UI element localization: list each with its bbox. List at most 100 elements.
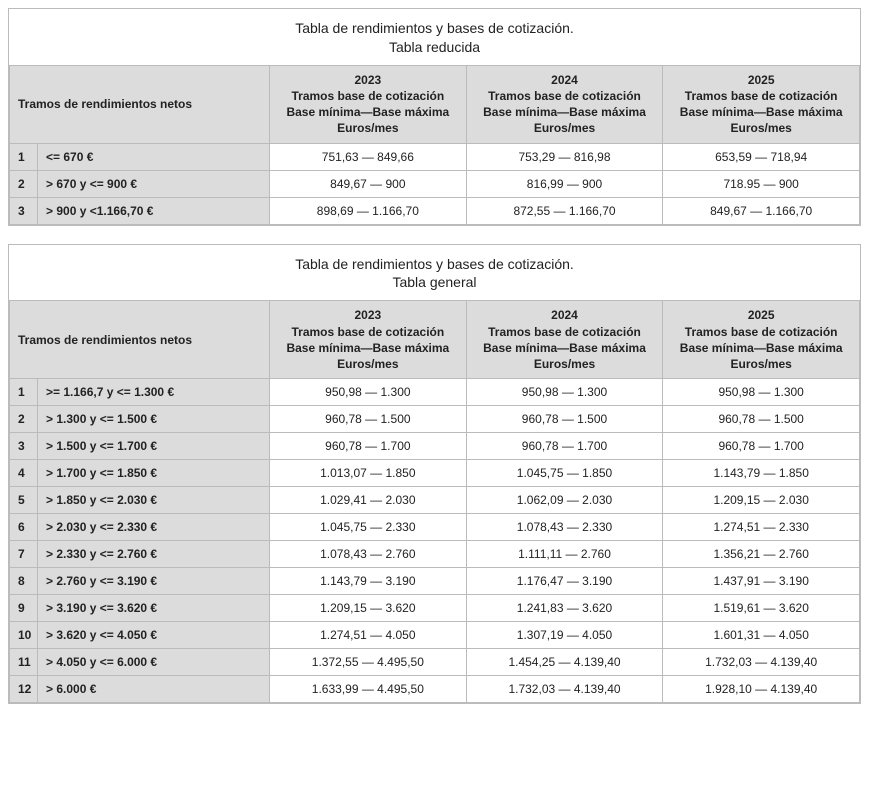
cell-2023: 1.633,99 — 4.495,50 bbox=[270, 676, 467, 703]
row-label: > 4.050 y <= 6.000 € bbox=[38, 649, 270, 676]
cell-2024: 1.176,47 — 3.190 bbox=[466, 568, 663, 595]
table-row: 8 > 2.760 y <= 3.190 € 1.143,79 — 3.190 … bbox=[10, 568, 860, 595]
caption-line2: Tabla general bbox=[392, 274, 476, 290]
row-index: 10 bbox=[10, 622, 38, 649]
col-tramos: Tramos de rendimientos netos bbox=[10, 65, 270, 143]
table-row: 3 > 1.500 y <= 1.700 € 960,78 — 1.700 96… bbox=[10, 433, 860, 460]
cell-2023: 1.209,15 — 3.620 bbox=[270, 595, 467, 622]
reduced-table-caption: Tabla de rendimientos y bases de cotizac… bbox=[9, 9, 860, 65]
cell-2023: 960,78 — 1.700 bbox=[270, 433, 467, 460]
cell-2025: 1.209,15 — 2.030 bbox=[663, 487, 860, 514]
row-label: > 1.700 y <= 1.850 € bbox=[38, 460, 270, 487]
reduced-header-row: Tramos de rendimientos netos 2023 Tramos… bbox=[10, 65, 860, 143]
row-label: > 6.000 € bbox=[38, 676, 270, 703]
cell-2024: 872,55 — 1.166,70 bbox=[466, 197, 663, 224]
general-header-row: Tramos de rendimientos netos 2023 Tramos… bbox=[10, 301, 860, 379]
cell-2024: 816,99 — 900 bbox=[466, 170, 663, 197]
row-index: 9 bbox=[10, 595, 38, 622]
table-row: 6 > 2.030 y <= 2.330 € 1.045,75 — 2.330 … bbox=[10, 514, 860, 541]
cell-2024: 950,98 — 1.300 bbox=[466, 379, 663, 406]
row-index: 3 bbox=[10, 197, 38, 224]
row-index: 3 bbox=[10, 433, 38, 460]
row-index: 12 bbox=[10, 676, 38, 703]
cell-2025: 653,59 — 718,94 bbox=[663, 143, 860, 170]
caption-line1: Tabla de rendimientos y bases de cotizac… bbox=[295, 256, 574, 272]
cell-2023: 960,78 — 1.500 bbox=[270, 406, 467, 433]
table-row: 1 <= 670 € 751,63 — 849,66 753,29 — 816,… bbox=[10, 143, 860, 170]
cell-2024: 960,78 — 1.500 bbox=[466, 406, 663, 433]
table-row: 2 > 670 y <= 900 € 849,67 — 900 816,99 —… bbox=[10, 170, 860, 197]
table-row: 7 > 2.330 y <= 2.760 € 1.078,43 — 2.760 … bbox=[10, 541, 860, 568]
cell-2023: 1.029,41 — 2.030 bbox=[270, 487, 467, 514]
cell-2025: 1.356,21 — 2.760 bbox=[663, 541, 860, 568]
cell-2024: 960,78 — 1.700 bbox=[466, 433, 663, 460]
row-label: > 1.500 y <= 1.700 € bbox=[38, 433, 270, 460]
col-2024: 2024 Tramos base de cotización Base míni… bbox=[466, 65, 663, 143]
cell-2024: 1.732,03 — 4.139,40 bbox=[466, 676, 663, 703]
cell-2025: 1.437,91 — 3.190 bbox=[663, 568, 860, 595]
row-index: 8 bbox=[10, 568, 38, 595]
general-table-caption: Tabla de rendimientos y bases de cotizac… bbox=[9, 245, 860, 301]
cell-2024: 1.111,11 — 2.760 bbox=[466, 541, 663, 568]
row-label: >= 1.166,7 y <= 1.300 € bbox=[38, 379, 270, 406]
general-table: Tramos de rendimientos netos 2023 Tramos… bbox=[9, 300, 860, 703]
row-index: 2 bbox=[10, 170, 38, 197]
cell-2025: 1.519,61 — 3.620 bbox=[663, 595, 860, 622]
row-index: 2 bbox=[10, 406, 38, 433]
cell-2025: 960,78 — 1.700 bbox=[663, 433, 860, 460]
table-row: 4 > 1.700 y <= 1.850 € 1.013,07 — 1.850 … bbox=[10, 460, 860, 487]
cell-2024: 1.078,43 — 2.330 bbox=[466, 514, 663, 541]
reduced-table-container: Tabla de rendimientos y bases de cotizac… bbox=[8, 8, 861, 226]
cell-2024: 1.062,09 — 2.030 bbox=[466, 487, 663, 514]
cell-2023: 950,98 — 1.300 bbox=[270, 379, 467, 406]
row-label: > 2.330 y <= 2.760 € bbox=[38, 541, 270, 568]
row-label: > 2.030 y <= 2.330 € bbox=[38, 514, 270, 541]
col-2025: 2025 Tramos base de cotización Base míni… bbox=[663, 301, 860, 379]
table-row: 1 >= 1.166,7 y <= 1.300 € 950,98 — 1.300… bbox=[10, 379, 860, 406]
general-table-container: Tabla de rendimientos y bases de cotizac… bbox=[8, 244, 861, 705]
row-label: > 2.760 y <= 3.190 € bbox=[38, 568, 270, 595]
cell-2023: 849,67 — 900 bbox=[270, 170, 467, 197]
col-tramos: Tramos de rendimientos netos bbox=[10, 301, 270, 379]
row-index: 5 bbox=[10, 487, 38, 514]
cell-2024: 1.454,25 — 4.139,40 bbox=[466, 649, 663, 676]
table-row: 9 > 3.190 y <= 3.620 € 1.209,15 — 3.620 … bbox=[10, 595, 860, 622]
row-index: 4 bbox=[10, 460, 38, 487]
cell-2025: 1.274,51 — 2.330 bbox=[663, 514, 860, 541]
row-index: 1 bbox=[10, 143, 38, 170]
cell-2025: 960,78 — 1.500 bbox=[663, 406, 860, 433]
cell-2025: 718.95 — 900 bbox=[663, 170, 860, 197]
cell-2023: 1.045,75 — 2.330 bbox=[270, 514, 467, 541]
row-index: 7 bbox=[10, 541, 38, 568]
row-label: > 670 y <= 900 € bbox=[38, 170, 270, 197]
row-index: 6 bbox=[10, 514, 38, 541]
table-row: 11 > 4.050 y <= 6.000 € 1.372,55 — 4.495… bbox=[10, 649, 860, 676]
row-label: > 900 y <1.166,70 € bbox=[38, 197, 270, 224]
cell-2023: 1.078,43 — 2.760 bbox=[270, 541, 467, 568]
cell-2023: 1.143,79 — 3.190 bbox=[270, 568, 467, 595]
table-row: 12 > 6.000 € 1.633,99 — 4.495,50 1.732,0… bbox=[10, 676, 860, 703]
row-label: > 3.190 y <= 3.620 € bbox=[38, 595, 270, 622]
col-2025: 2025 Tramos base de cotización Base míni… bbox=[663, 65, 860, 143]
col-2023: 2023 Tramos base de cotización Base míni… bbox=[270, 65, 467, 143]
cell-2023: 1.013,07 — 1.850 bbox=[270, 460, 467, 487]
cell-2025: 950,98 — 1.300 bbox=[663, 379, 860, 406]
row-label: > 3.620 y <= 4.050 € bbox=[38, 622, 270, 649]
cell-2023: 751,63 — 849,66 bbox=[270, 143, 467, 170]
cell-2025: 849,67 — 1.166,70 bbox=[663, 197, 860, 224]
cell-2025: 1.143,79 — 1.850 bbox=[663, 460, 860, 487]
row-label: > 1.850 y <= 2.030 € bbox=[38, 487, 270, 514]
cell-2023: 898,69 — 1.166,70 bbox=[270, 197, 467, 224]
cell-2024: 1.307,19 — 4.050 bbox=[466, 622, 663, 649]
caption-line1: Tabla de rendimientos y bases de cotizac… bbox=[295, 20, 574, 36]
cell-2023: 1.274,51 — 4.050 bbox=[270, 622, 467, 649]
cell-2023: 1.372,55 — 4.495,50 bbox=[270, 649, 467, 676]
cell-2025: 1.732,03 — 4.139,40 bbox=[663, 649, 860, 676]
col-2024: 2024 Tramos base de cotización Base míni… bbox=[466, 301, 663, 379]
table-row: 3 > 900 y <1.166,70 € 898,69 — 1.166,70 … bbox=[10, 197, 860, 224]
table-row: 2 > 1.300 y <= 1.500 € 960,78 — 1.500 96… bbox=[10, 406, 860, 433]
row-index: 1 bbox=[10, 379, 38, 406]
row-index: 11 bbox=[10, 649, 38, 676]
table-row: 10 > 3.620 y <= 4.050 € 1.274,51 — 4.050… bbox=[10, 622, 860, 649]
col-2023: 2023 Tramos base de cotización Base míni… bbox=[270, 301, 467, 379]
